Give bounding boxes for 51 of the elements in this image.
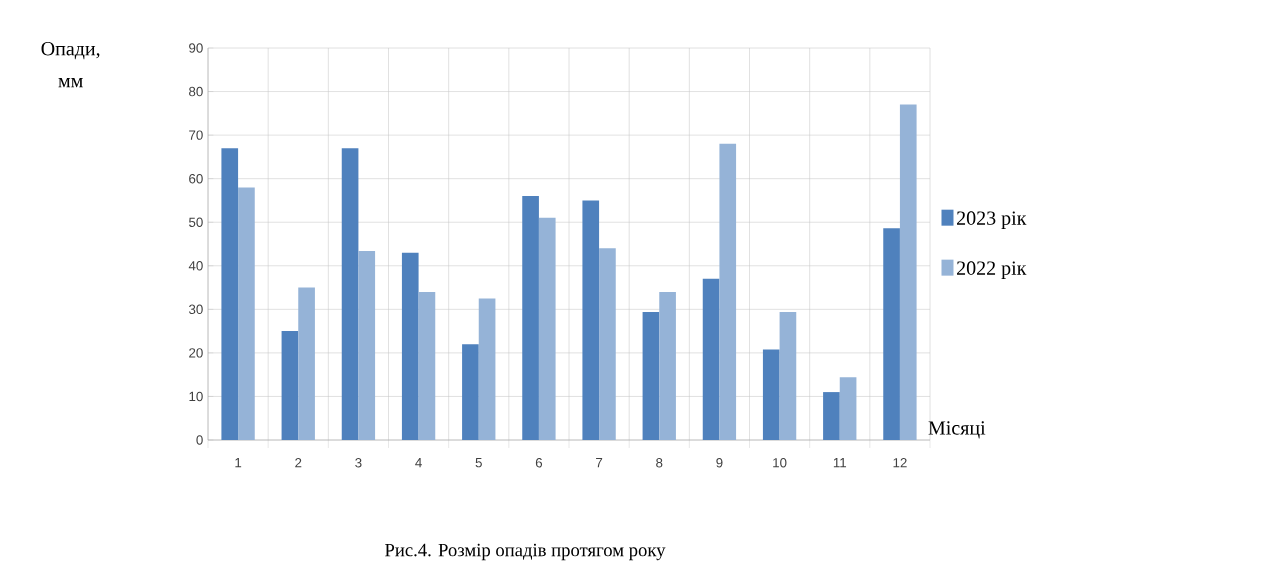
y-tick-label: 30 [188, 304, 203, 315]
y-tick-label: 70 [189, 130, 203, 140]
bar [883, 228, 900, 440]
x-tick-label: 11 [833, 458, 847, 468]
bar [522, 196, 539, 440]
bar [582, 200, 600, 440]
legend-label: 2023 рік [957, 211, 1027, 229]
text: Рис.4. Розмір опадів протягом року [385, 543, 666, 561]
bar [899, 104, 917, 440]
y-tick-label: 10 [189, 391, 203, 402]
bar [762, 349, 780, 440]
bar [719, 143, 737, 440]
bar [221, 148, 239, 440]
bar [478, 298, 496, 440]
bar [298, 287, 315, 440]
y-tick-label: 90 [189, 43, 203, 53]
bar [418, 291, 436, 440]
bar [401, 252, 419, 440]
bar [702, 278, 720, 440]
y-tick-label: 20 [189, 348, 203, 358]
y-tick-label: 40 [188, 261, 203, 271]
bar [659, 291, 676, 440]
y-tick-label: 60 [189, 173, 203, 184]
legend-label: 2022 рік [957, 261, 1027, 279]
bar [599, 248, 616, 440]
x-tick-label: 2 [295, 458, 302, 468]
x-tick-label: 9 [716, 458, 723, 468]
x-tick-label: 5 [475, 458, 482, 468]
bar [839, 377, 857, 440]
x-tick-label: 8 [656, 458, 663, 468]
bar [462, 344, 479, 440]
x-tick-label: 10 [773, 458, 787, 468]
y-tick-label: 80 [189, 86, 203, 97]
x-tick-label: 6 [535, 458, 543, 468]
bar [779, 311, 797, 440]
x-tick-label: 4 [415, 458, 422, 468]
bar [823, 392, 840, 440]
y-tick-label: 50 [189, 217, 203, 227]
bar [238, 187, 255, 440]
bar [358, 250, 376, 440]
y-axis-title: Опади, мм [41, 42, 100, 88]
bar [538, 217, 556, 440]
x-axis-title: Місяці [928, 421, 986, 439]
x-tick-label: 3 [355, 458, 362, 468]
x-tick-label: 1 [235, 458, 242, 468]
x-tick-label: 7 [596, 458, 603, 468]
bar [642, 311, 660, 440]
bar [281, 331, 299, 440]
x-tick-label: 12 [893, 458, 907, 468]
bar [341, 148, 359, 440]
y-tick-label: 0 [196, 435, 203, 445]
